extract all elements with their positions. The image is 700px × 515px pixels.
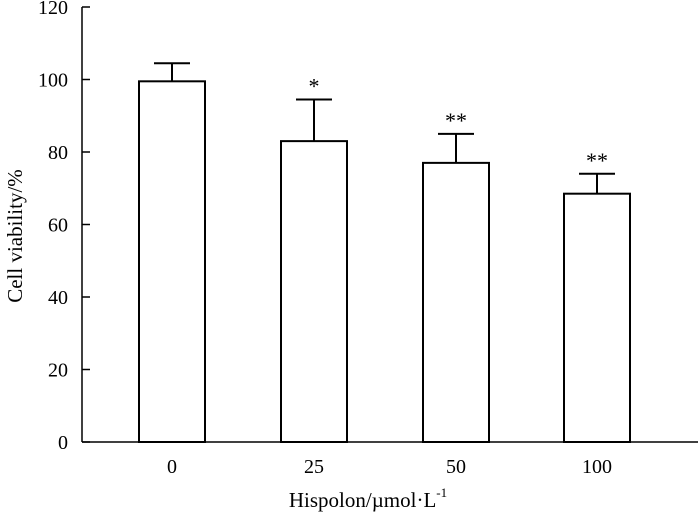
y-tick-label: 60 bbox=[48, 215, 68, 237]
y-axis-label: Cell viability/% bbox=[3, 169, 27, 303]
significance-marker: ** bbox=[445, 108, 467, 133]
y-tick-label: 120 bbox=[38, 0, 68, 19]
x-axis-label-main: Hispolon/µmol·L bbox=[289, 488, 436, 512]
bar bbox=[138, 80, 206, 443]
x-axis: 0 25 50 100 bbox=[82, 441, 698, 478]
significance-marker: ** bbox=[586, 148, 608, 173]
x-axis-label-superscript: -1 bbox=[436, 485, 447, 500]
y-tick-label: 20 bbox=[48, 360, 68, 382]
x-tick-label: 100 bbox=[582, 456, 612, 478]
y-tick-label: 40 bbox=[48, 287, 68, 309]
bar bbox=[422, 161, 490, 443]
bars: ***** bbox=[138, 62, 631, 443]
bar bbox=[563, 192, 631, 443]
y-tick-label: 100 bbox=[38, 70, 68, 92]
x-tick-label: 25 bbox=[304, 456, 324, 478]
y-tick-label: 0 bbox=[58, 432, 68, 454]
y-axis: 0 20 40 60 80 100 120 bbox=[38, 0, 90, 454]
x-axis-label: Hispolon/µmol·L-1 bbox=[289, 485, 447, 512]
x-tick-label: 0 bbox=[167, 456, 177, 478]
bar bbox=[280, 140, 348, 443]
y-tick-label: 80 bbox=[48, 142, 68, 164]
significance-marker: * bbox=[309, 73, 320, 98]
x-tick-label: 50 bbox=[446, 456, 466, 478]
